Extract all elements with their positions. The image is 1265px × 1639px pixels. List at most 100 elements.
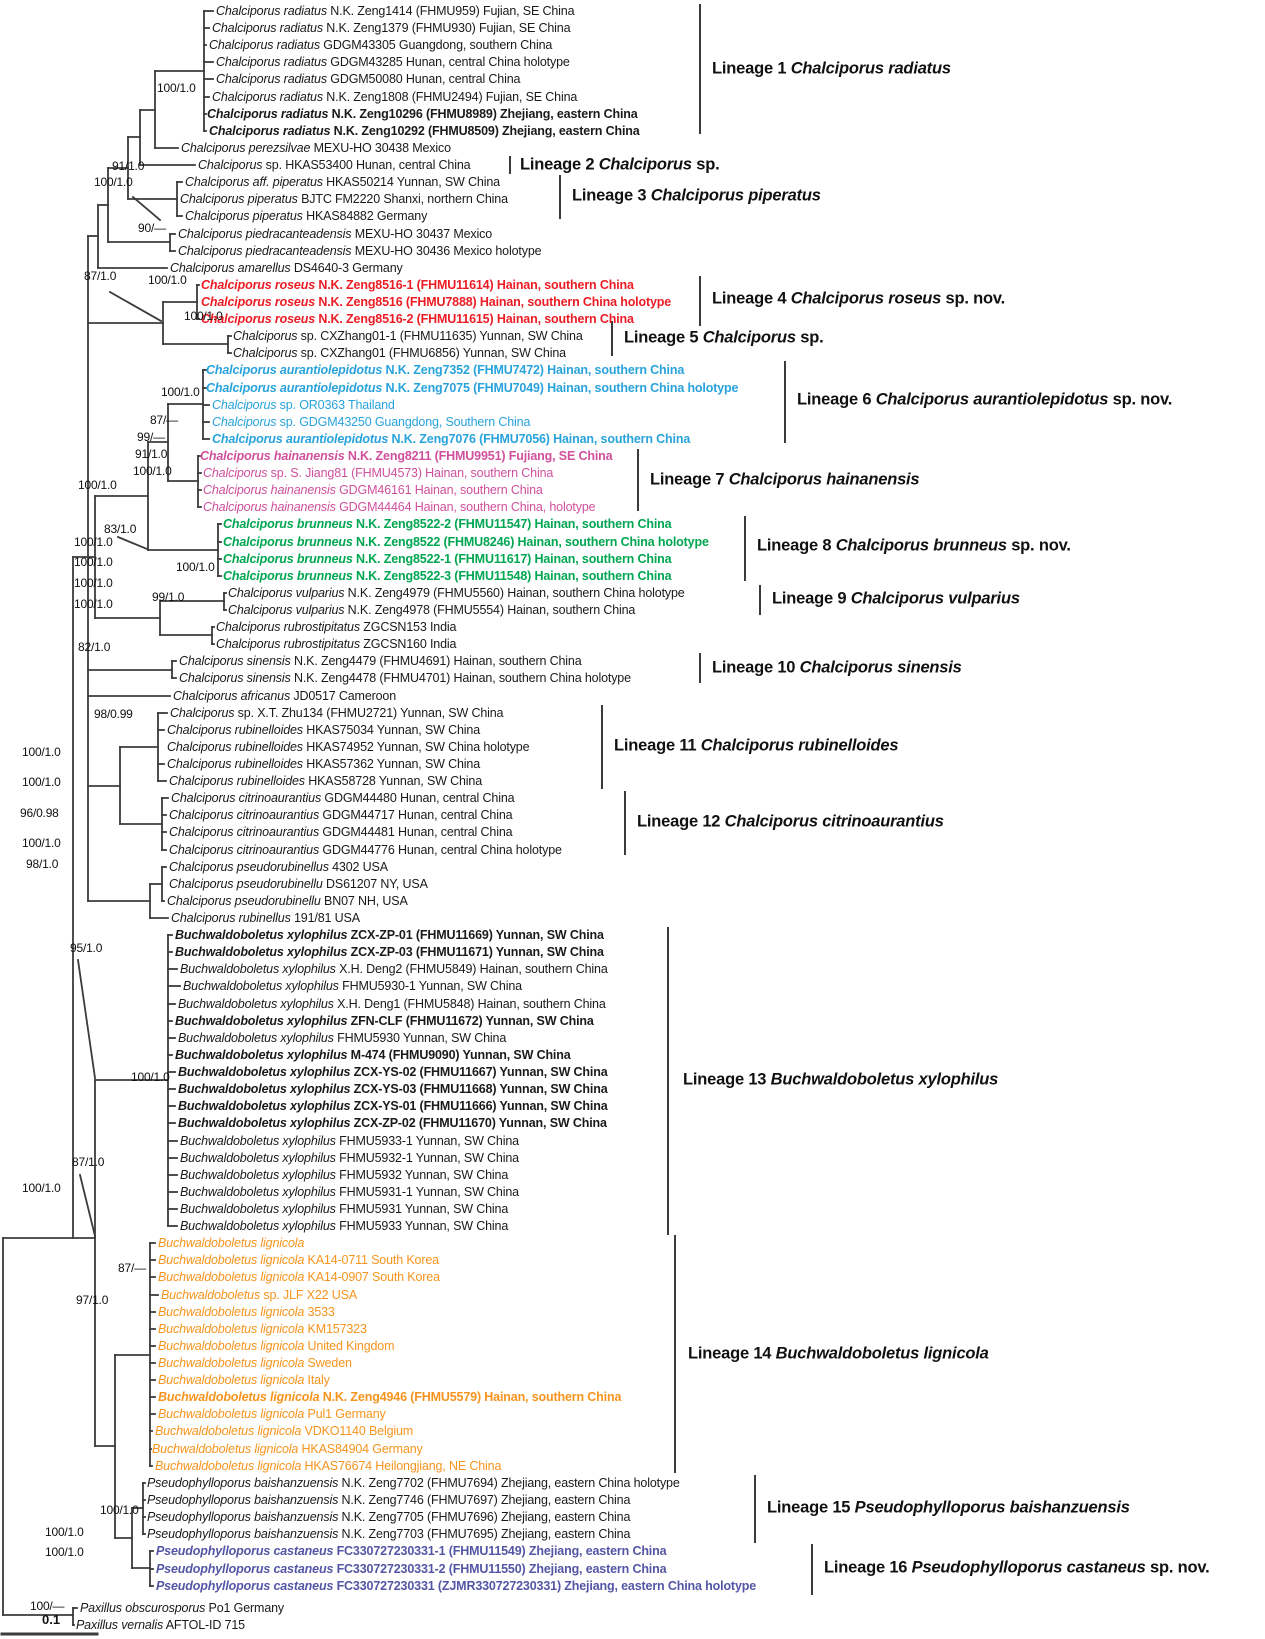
taxon-label: Chalciporus radiatus N.K. Zeng1414 (FHMU… [216, 5, 575, 18]
taxon-label: Buchwaldoboletus xylophilus ZCX-YS-02 (F… [178, 1066, 608, 1079]
taxon-label: Chalciporus sp. OR0363 Thailand [212, 399, 395, 412]
taxon-italic-name: Paxillus obscurosporus [80, 1600, 206, 1615]
lineage-label: Lineage 11 Chalciporus rubinelloides [614, 737, 899, 756]
taxon-label: Buchwaldoboletus xylophilus FHMU5930-1 Y… [183, 980, 522, 993]
lineage-number: Lineage 6 [797, 390, 876, 409]
taxon-voucher-locality: GDGM46161 Hainan, southern China [335, 482, 543, 497]
taxon-italic-name: Buchwaldoboletus xylophilus [175, 1047, 348, 1062]
taxon-voucher-locality: HKAS57362 Yunnan, SW China [302, 756, 481, 771]
taxon-italic-name: Chalciporus piedracanteadensis [178, 243, 352, 258]
lineage-suffix: sp. nov. [941, 289, 1006, 308]
taxon-label: Buchwaldoboletus xylophilus X.H. Deng1 (… [178, 998, 606, 1011]
taxon-voucher-locality: HKAS76674 Heilongjiang, NE China [301, 1458, 502, 1473]
taxon-voucher-locality: N.K. Zeng8522-1 (FHMU11617) Hainan, sout… [352, 551, 672, 566]
taxon-italic-name: Chalciporus perezsilvae [181, 140, 311, 155]
lineage-number: Lineage 5 [624, 328, 703, 347]
taxon-italic-name: Chalciporus sinensis [179, 653, 291, 668]
taxon-voucher-locality: 3533 [304, 1304, 335, 1319]
taxon-italic-name: Chalciporus hainanensis [203, 499, 336, 514]
support-value: 98/0.99 [94, 707, 133, 721]
taxon-voucher-locality: BN07 NH, USA [320, 893, 408, 908]
taxon-label: Buchwaldoboletus lignicola HKAS84904 Ger… [152, 1443, 423, 1456]
taxon-label: Chalciporus sp. CXZhang01-1 (FHMU11635) … [233, 330, 583, 343]
taxon-voucher-locality: 4302 USA [328, 859, 388, 874]
taxon-italic-name: Chalciporus roseus [201, 277, 315, 292]
taxon-label: Chalciporus radiatus N.K. Zeng10292 (FHM… [209, 125, 640, 138]
taxon-italic-name: Chalciporus hainanensis [200, 448, 345, 463]
taxon-italic-name: Buchwaldoboletus xylophilus [175, 944, 348, 959]
taxon-italic-name: Chalciporus citrinoaurantius [169, 842, 320, 857]
taxon-italic-name: Buchwaldoboletus xylophilus [178, 1098, 351, 1113]
taxon-voucher-locality: sp. X.T. Zhu134 (FHMU2721) Yunnan, SW Ch… [234, 705, 504, 720]
taxon-voucher-locality: N.K. Zeng7703 (FHMU7695) Zhejiang, easte… [338, 1526, 631, 1541]
taxon-label: Chalciporus pseudorubinellu DS61207 NY, … [169, 878, 428, 891]
taxon-italic-name: Buchwaldoboletus lignicola [158, 1269, 305, 1284]
taxon-italic-name: Pseudophylloporus castaneus [156, 1578, 334, 1593]
taxon-voucher-locality: HKAS50214 Yunnan, SW China [322, 174, 500, 189]
lineage-taxon-name: Chalciporus hainanensis [728, 470, 920, 489]
taxon-voucher-locality: N.K. Zeng4946 (FHMU5579) Hainan, souther… [319, 1389, 622, 1404]
taxon-italic-name: Chalciporus hainanensis [203, 482, 336, 497]
lineage-number: Lineage 2 [520, 155, 599, 174]
taxon-italic-name: Buchwaldoboletus lignicola [158, 1389, 320, 1404]
taxon-italic-name: Chalciporus piperatus [185, 208, 303, 223]
taxon-label: Chalciporus pseudorubinellu BN07 NH, USA [167, 895, 408, 908]
lineage-suffix: sp. nov. [1108, 390, 1173, 409]
support-value: 100/1.0 [74, 535, 113, 549]
taxon-label: Buchwaldoboletus lignicola KA14-0907 Sou… [158, 1271, 440, 1284]
branch-line [116, 535, 149, 551]
scale-bar-label: 0.1 [42, 1612, 61, 1627]
taxon-voucher-locality: FHMU5931 Yunnan, SW China [335, 1201, 509, 1216]
lineage-taxon-name: Chalciporus brunneus [835, 536, 1007, 555]
taxon-label: Chalciporus citrinoaurantius GDGM44481 H… [169, 824, 513, 839]
taxon-voucher-locality: N.K. Zeng8522-2 (FHMU11547) Hainan, sout… [352, 516, 672, 531]
support-value: 87/— [150, 413, 178, 427]
taxon-label: Chalciporus sp. GDGM43250 Guangdong, Sou… [212, 416, 530, 429]
taxon-italic-name: Paxillus vernalis [76, 1617, 164, 1632]
taxon-label: Chalciporus roseus N.K. Zeng8516-1 (FHMU… [201, 279, 634, 292]
taxon-voucher-locality: GDGM44480 Hunan, central China [321, 790, 515, 805]
taxon-voucher-locality: N.K. Zeng7076 (FHMU7056) Hainan, souther… [388, 431, 691, 446]
taxon-label: Buchwaldoboletus lignicola Italy [158, 1374, 330, 1387]
taxon-voucher-locality: N.K. Zeng1808 (FHMU2494) Fujian, SE Chin… [322, 89, 578, 104]
taxon-italic-name: Chalciporus citrinoaurantius [169, 824, 320, 839]
taxon-italic-name: Chalciporus aurantiolepidotus [206, 362, 383, 377]
taxon-italic-name: Pseudophylloporus baishanzuensis [147, 1492, 339, 1507]
taxon-label: Chalciporus radiatus GDGM50080 Hunan, ce… [216, 73, 520, 86]
taxon-voucher-locality: Po1 Germany [205, 1600, 285, 1615]
taxon-italic-name: Chalciporus piedracanteadensis [178, 226, 352, 241]
lineage-suffix: sp. [795, 328, 824, 347]
taxon-voucher-locality: X.H. Deng2 (FHMU5849) Hainan, southern C… [335, 961, 608, 976]
taxon-voucher-locality: KA14-0907 South Korea [304, 1269, 441, 1284]
taxon-voucher-locality: DS4640-3 Germany [290, 260, 403, 275]
taxon-italic-name: Buchwaldoboletus xylophilus [180, 1133, 336, 1148]
taxon-italic-name: Chalciporus [170, 705, 235, 720]
support-value: 98/1.0 [26, 857, 59, 871]
lineage-number: Lineage 10 [712, 658, 800, 677]
taxon-italic-name: Chalciporus radiatus [216, 54, 327, 69]
taxon-italic-name: Chalciporus pseudorubinellu [169, 876, 323, 891]
branch-line [131, 195, 162, 222]
taxon-voucher-locality: GDGM44464 Hainan, southern China, holoty… [335, 499, 596, 514]
taxon-italic-name: Chalciporus radiatus [209, 123, 331, 138]
taxon-voucher-locality: N.K. Zeng10292 (FHMU8509) Zhejiang, east… [330, 123, 640, 138]
taxon-italic-name: Chalciporus radiatus [212, 89, 323, 104]
taxon-label: Buchwaldoboletus xylophilus ZFN-CLF (FHM… [175, 1015, 594, 1028]
taxon-label: Buchwaldoboletus xylophilus FHMU5931-1 Y… [180, 1186, 519, 1199]
taxon-italic-name: Chalciporus vulparius [228, 585, 345, 600]
taxon-voucher-locality: FHMU5930-1 Yunnan, SW China [338, 978, 522, 993]
taxon-voucher-locality: ZCX-YS-02 (FHMU11667) Yunnan, SW China [350, 1064, 608, 1079]
taxon-label: Buchwaldoboletus lignicola KM157323 [158, 1323, 367, 1336]
taxon-voucher-locality: KA14-0711 South Korea [304, 1252, 440, 1267]
taxon-italic-name: Chalciporus radiatus [209, 37, 320, 52]
taxon-voucher-locality: HKAS58728 Yunnan, SW China [304, 773, 483, 788]
support-value: 100/1.0 [74, 597, 113, 611]
taxon-label: Buchwaldoboletus lignicola 3533 [158, 1306, 335, 1319]
taxon-italic-name: Chalciporus [233, 345, 298, 360]
taxon-label: Buchwaldoboletus xylophilus FHMU5933 Yun… [180, 1220, 508, 1233]
taxon-label: Chalciporus aurantiolepidotus N.K. Zeng7… [212, 433, 690, 446]
taxon-italic-name: Pseudophylloporus baishanzuensis [147, 1475, 339, 1490]
taxon-label: Pseudophylloporus castaneus FC3307272303… [156, 1563, 667, 1576]
taxon-italic-name: Buchwaldoboletus lignicola [155, 1458, 302, 1473]
taxon-label: Pseudophylloporus baishanzuensis N.K. Ze… [147, 1511, 630, 1524]
